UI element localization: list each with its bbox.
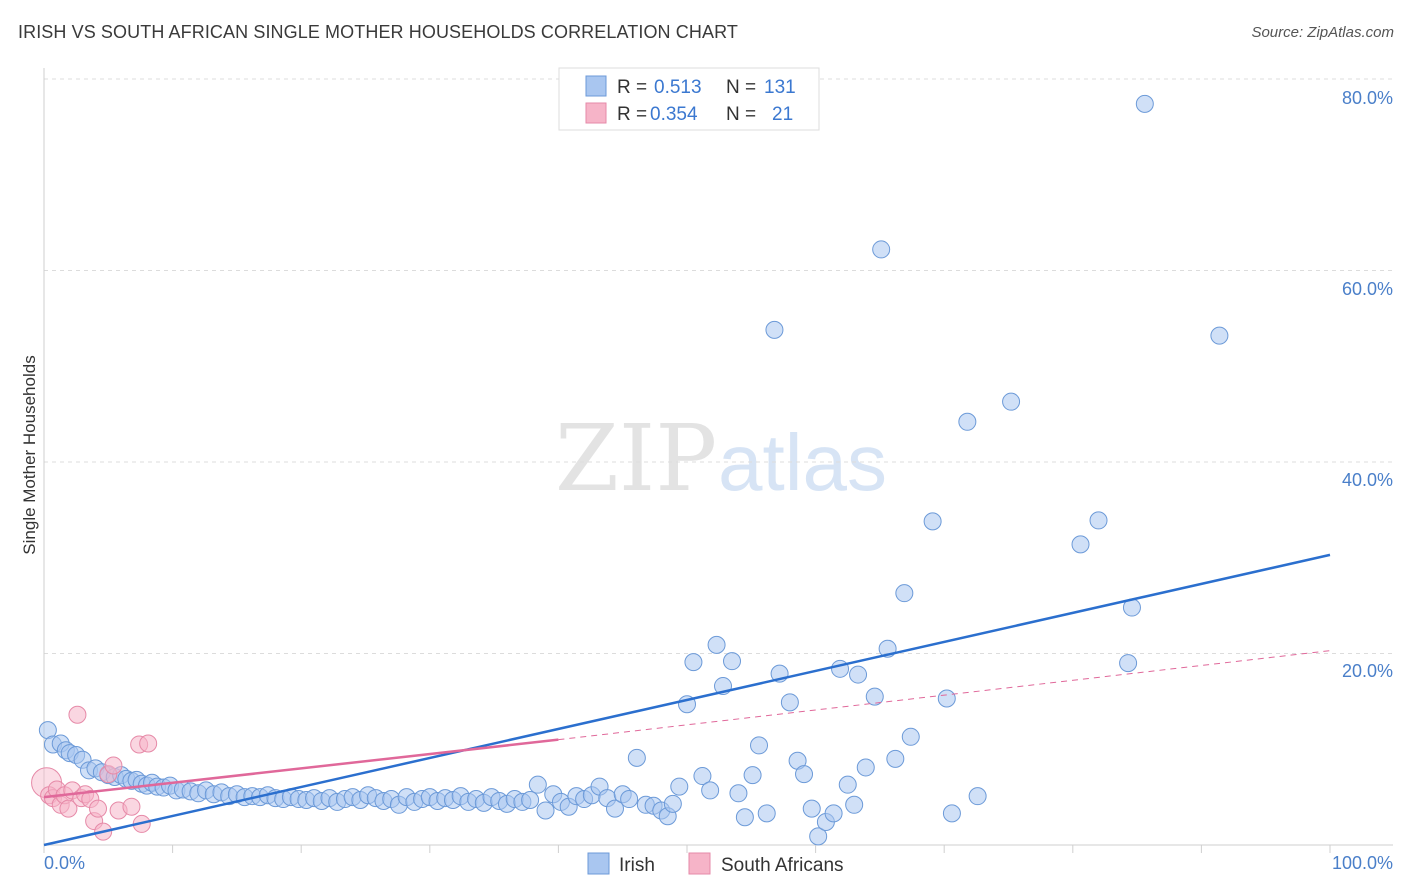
bottom-legend-irish: Irish — [619, 855, 655, 876]
south-africans-point-13 — [89, 799, 108, 818]
series-south-africans — [31, 705, 158, 841]
watermark-atlas: atlas — [718, 418, 887, 507]
legend-n-label-irish: N = — [726, 77, 756, 98]
x-tick-min: 0.0% — [44, 853, 85, 873]
irish-point-105 — [795, 765, 814, 784]
irish-point-103 — [780, 693, 799, 712]
irish-point-126 — [1002, 392, 1021, 411]
legend-swatch-irish — [585, 75, 607, 97]
irish-point-116 — [872, 240, 891, 259]
bottom-swatch-irish — [587, 852, 610, 875]
series-legend: Irish South Africans — [587, 852, 844, 876]
legend-n-label-sa: N = — [726, 104, 756, 125]
irish-point-114 — [856, 758, 875, 777]
south-africans-trend-line — [43, 738, 559, 799]
irish-point-115 — [865, 687, 884, 706]
irish-point-97 — [735, 808, 754, 827]
series-irish — [38, 94, 1229, 846]
x-tick-max: 100.0% — [1332, 853, 1393, 873]
irish-point-106 — [802, 799, 821, 818]
bottom-legend-sa: South Africans — [721, 855, 844, 876]
irish-point-123 — [942, 804, 961, 823]
south-africans-trend-extension — [558, 650, 1331, 741]
irish-point-125 — [968, 787, 987, 806]
irish-point-129 — [1119, 654, 1138, 673]
stats-legend: R = 0.513 N = 131 R = 0.354 N = 21 — [558, 67, 820, 131]
source-label: Source: ZipAtlas.com — [1251, 24, 1394, 41]
irish-point-132 — [1210, 326, 1229, 345]
legend-n-sa: 21 — [772, 104, 793, 125]
irish-point-81 — [620, 790, 639, 809]
legend-r-irish: 0.513 — [654, 77, 702, 98]
irish-point-96 — [729, 784, 748, 803]
south-africans-point-18 — [122, 797, 141, 816]
y-tick-40: 40.0% — [1342, 470, 1393, 490]
irish-point-128 — [1089, 511, 1108, 530]
irish-point-121 — [923, 512, 942, 531]
legend-r-label-sa: R = — [617, 104, 647, 125]
legend-n-irish: 131 — [764, 77, 796, 98]
irish-point-88 — [670, 777, 689, 796]
irish-point-112 — [845, 795, 864, 814]
y-tick-20: 20.0% — [1342, 661, 1393, 681]
irish-point-82 — [627, 748, 646, 767]
south-africans-point-8 — [68, 705, 87, 724]
irish-point-69 — [528, 775, 547, 794]
grid-lines — [44, 78, 1393, 654]
irish-point-100 — [757, 804, 776, 823]
irish-point-111 — [838, 775, 857, 794]
irish-point-79 — [605, 799, 624, 818]
irish-point-120 — [901, 727, 920, 746]
y-tick-80: 80.0% — [1342, 88, 1393, 108]
bottom-swatch-sa — [688, 852, 711, 875]
legend-r-label-irish: R = — [617, 77, 647, 98]
irish-point-99 — [750, 736, 769, 755]
irish-point-118 — [886, 749, 905, 768]
irish-point-113 — [849, 665, 868, 684]
y-tick-60: 60.0% — [1342, 279, 1393, 299]
irish-point-131 — [1135, 94, 1154, 113]
irish-point-68 — [521, 790, 540, 809]
watermark-zip: ZIP — [555, 405, 717, 512]
irish-point-93 — [707, 635, 726, 654]
irish-point-101 — [765, 320, 784, 339]
trend-lines — [43, 553, 1331, 847]
irish-point-127 — [1071, 535, 1090, 554]
south-africans-point-16 — [104, 756, 123, 775]
irish-point-92 — [701, 781, 720, 800]
irish-trend-line — [43, 553, 1331, 847]
irish-point-124 — [958, 412, 977, 431]
irish-point-109 — [824, 804, 843, 823]
south-africans-point-20 — [139, 734, 158, 753]
legend-r-sa: 0.354 — [650, 104, 698, 125]
irish-point-95 — [723, 652, 742, 671]
chart-title: IRISH VS SOUTH AFRICAN SINGLE MOTHER HOU… — [18, 22, 738, 42]
legend-swatch-sa — [585, 102, 607, 124]
irish-point-91 — [693, 767, 712, 786]
irish-point-70 — [536, 801, 555, 820]
irish-point-107 — [809, 827, 828, 846]
irish-point-87 — [663, 794, 682, 813]
irish-point-122 — [937, 689, 956, 708]
irish-point-119 — [895, 584, 914, 603]
irish-point-90 — [684, 653, 703, 672]
y-axis-title: Single Mother Households — [20, 355, 39, 554]
axes — [43, 68, 1393, 853]
south-africans-point-6 — [59, 799, 78, 818]
irish-point-98 — [743, 766, 762, 785]
